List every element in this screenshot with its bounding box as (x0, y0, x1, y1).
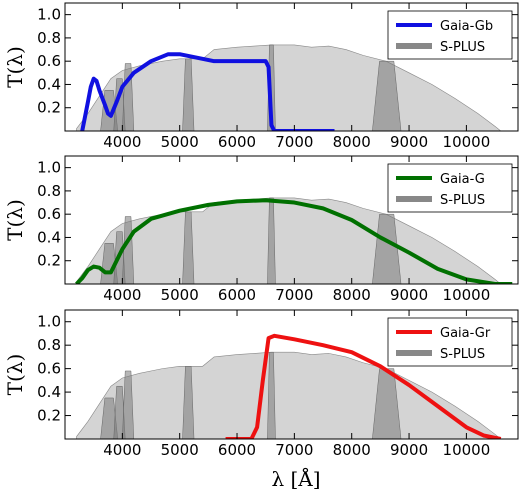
legend-box (387, 10, 513, 60)
splus-narrow-filter (113, 385, 126, 439)
splus-narrow-filter (122, 370, 135, 439)
y-tick-label: 0.6 (37, 205, 61, 223)
legend-box (387, 317, 513, 367)
splus-narrow-filter (100, 397, 119, 439)
legend-label-series: Gaia-Gb (440, 19, 493, 34)
series-line-gaia-g (75, 198, 513, 284)
legend-label-splus: S-PLUS (440, 40, 485, 55)
legend: Gaia-G S-PLUS (387, 163, 513, 213)
splus-narrow-filter (267, 351, 276, 439)
plot-frame (64, 309, 519, 440)
x-tick-label: 10000 (443, 286, 491, 304)
legend-label-splus: S-PLUS (440, 193, 485, 208)
legend-label-series: Gaia-Gr (440, 326, 491, 341)
y-axis-label: T(λ) (3, 46, 27, 88)
legend-label-series: Gaia-G (440, 172, 485, 187)
y-tick-label: 0.8 (37, 29, 61, 47)
y-tick-label: 0.8 (37, 182, 61, 200)
y-axis-label: T(λ) (3, 199, 27, 241)
y-tick-label: 1.0 (37, 313, 61, 331)
x-tick-label: 6000 (218, 133, 256, 151)
x-tick-label: 5000 (161, 286, 199, 304)
y-tick-label: 0.2 (37, 99, 61, 117)
plot-area (76, 44, 502, 131)
y-tick-label: 0.6 (37, 360, 61, 378)
splus-narrow-filter (182, 58, 195, 131)
splus-narrow-filter (182, 366, 195, 439)
x-axis-label: λ [Å] (271, 466, 320, 491)
splus-narrow-filter (372, 60, 402, 131)
plot-area (76, 333, 502, 439)
y-tick-label: 0.6 (37, 52, 61, 70)
x-tick-label: 7000 (275, 286, 313, 304)
x-tick-label: 9000 (390, 441, 428, 459)
y-tick-label: 0.4 (37, 383, 61, 401)
y-tick-label: 1.0 (37, 159, 61, 177)
splus-narrow-filter (182, 211, 195, 284)
panel-2: 4000 5000 6000 7000 8000 9000 10000 0.2 0.4 0.6 0.… (3, 155, 519, 304)
panel-3: 4000 5000 6000 7000 8000 9000 10000 0.2 0.4 0.6 0.… (3, 309, 519, 459)
x-tick-label: 10000 (443, 133, 491, 151)
splus-narrow-filter (372, 368, 402, 439)
legend-label-splus: S-PLUS (440, 347, 485, 362)
plot-area (75, 197, 513, 284)
y-tick-label: 0.8 (37, 336, 61, 354)
legend: Gaia-Gb S-PLUS (387, 10, 513, 60)
x-tick-label: 4000 (103, 133, 141, 151)
x-tick-label: 4000 (103, 286, 141, 304)
x-tick-label: 5000 (161, 133, 199, 151)
legend: Gaia-Gr S-PLUS (387, 317, 513, 367)
x-tick-label: 5000 (161, 441, 199, 459)
series-line-gaia-gr (225, 333, 502, 439)
x-tick-label: 10000 (443, 441, 491, 459)
x-tick-label: 9000 (390, 286, 428, 304)
y-axis-label: T(λ) (3, 354, 27, 396)
plot-frame (64, 2, 519, 132)
x-tick-label: 4000 (103, 441, 141, 459)
x-tick-label: 7000 (275, 133, 313, 151)
x-tick-label: 6000 (218, 441, 256, 459)
y-tick-label: 0.2 (37, 407, 61, 425)
panel-1: 4000 5000 6000 7000 8000 9000 10000 0.2 0.4 0.6 0.… (3, 2, 519, 151)
x-tick-label: 8000 (333, 441, 371, 459)
x-tick-label: 8000 (333, 133, 371, 151)
x-tick-label: 9000 (390, 133, 428, 151)
y-tick-label: 0.4 (37, 228, 61, 246)
series-line-gaia-gb (80, 52, 335, 131)
x-tick-label: 7000 (275, 441, 313, 459)
splus-narrow-filter (267, 197, 276, 284)
plot-frame (64, 155, 519, 285)
y-tick-label: 1.0 (37, 6, 61, 24)
legend-box (387, 163, 513, 213)
x-tick-label: 8000 (333, 286, 371, 304)
x-tick-label: 6000 (218, 286, 256, 304)
y-tick-label: 0.2 (37, 252, 61, 270)
panels-group: 4000 5000 6000 7000 8000 9000 10000 0.2 0.4 0.6 0.… (3, 2, 519, 459)
y-tick-label: 0.4 (37, 75, 61, 93)
